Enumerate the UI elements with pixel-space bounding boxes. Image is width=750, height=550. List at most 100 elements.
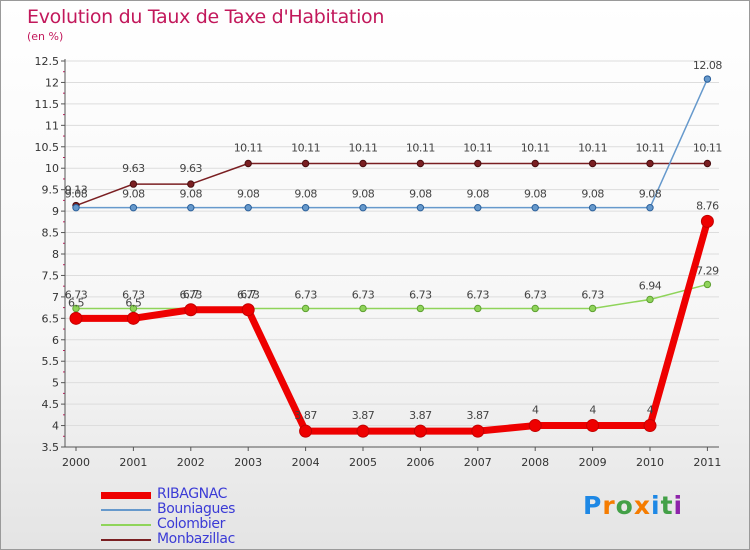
data-point xyxy=(184,303,198,317)
x-tick-label: 2002 xyxy=(177,456,205,469)
legend-label: RIBAGNAC xyxy=(157,486,228,502)
x-tick-label: 2008 xyxy=(521,456,549,469)
y-axis-unit: (en %) xyxy=(27,30,64,43)
data-label: 9.08 xyxy=(409,188,432,201)
data-point xyxy=(646,203,654,212)
data-point xyxy=(416,203,425,212)
data-label: 10.11 xyxy=(521,142,550,155)
data-label: 6.5 xyxy=(125,296,141,309)
data-point xyxy=(646,295,654,304)
data-label: 9.08 xyxy=(294,188,317,201)
legend-swatch xyxy=(101,524,151,526)
data-point xyxy=(531,203,539,212)
logo-letter: i xyxy=(651,491,661,520)
data-point xyxy=(413,424,427,438)
data-point xyxy=(416,159,425,168)
data-point xyxy=(244,159,252,168)
x-tick-label: 2009 xyxy=(579,456,607,469)
data-point xyxy=(474,159,482,168)
data-point xyxy=(359,159,367,168)
data-label: 6.94 xyxy=(639,279,662,292)
data-point xyxy=(241,303,255,317)
data-label: 6.73 xyxy=(409,288,432,301)
data-point xyxy=(359,203,367,212)
data-label: 9.08 xyxy=(65,188,88,201)
data-label: 6.73 xyxy=(524,288,547,301)
data-label: 10.11 xyxy=(636,142,665,155)
data-point xyxy=(474,304,482,313)
y-tick-label: 10 xyxy=(45,162,59,175)
data-label: 9.08 xyxy=(581,188,604,201)
data-label: 6.7 xyxy=(183,288,199,301)
y-tick-label: 12.5 xyxy=(35,55,60,68)
data-point xyxy=(531,159,539,168)
y-tick-label: 12 xyxy=(45,76,59,89)
series-lines xyxy=(69,75,714,438)
data-label: 6.7 xyxy=(240,288,256,301)
y-tick-label: 6.5 xyxy=(42,312,60,325)
logo-letter: o xyxy=(615,491,634,520)
legend-swatch xyxy=(101,509,151,511)
x-tick-label: 2010 xyxy=(636,456,664,469)
x-tick-label: 2005 xyxy=(349,456,377,469)
data-point xyxy=(416,304,425,313)
data-label: 6.73 xyxy=(65,288,88,301)
legend-label: Monbazillac xyxy=(157,531,235,547)
axes: 3.5 4 4.5 5 5.5 6 6.5 7 7.5 8 8.5 9 9.5 10 10.5 11 11.5 1… xyxy=(35,55,722,469)
series-line xyxy=(76,78,709,209)
data-point xyxy=(359,304,367,313)
data-point xyxy=(126,311,140,325)
data-label: 6.73 xyxy=(237,288,260,301)
data-label: 10.11 xyxy=(406,142,435,155)
data-label: 4 xyxy=(589,404,596,417)
x-tick-label: 2000 xyxy=(62,456,90,469)
y-tick-label: 7.5 xyxy=(42,269,60,282)
data-label: 10.11 xyxy=(578,142,607,155)
data-label: 6.73 xyxy=(352,288,375,301)
data-label: 9.08 xyxy=(237,188,260,201)
y-tick-label: 7 xyxy=(52,291,59,304)
x-tick-label: 2001 xyxy=(119,456,147,469)
data-label: 4 xyxy=(647,404,654,417)
data-label: 8.76 xyxy=(696,199,719,212)
y-tick-label: 4 xyxy=(52,420,59,433)
y-tick-label: 8 xyxy=(52,248,59,261)
data-point xyxy=(72,304,80,313)
data-label: 10.11 xyxy=(693,142,722,155)
data-label: 9.08 xyxy=(352,188,375,201)
data-point xyxy=(129,304,138,313)
data-point xyxy=(301,203,310,212)
y-tick-label: 9 xyxy=(52,205,59,218)
data-point xyxy=(301,159,310,168)
data-label: 10.11 xyxy=(291,142,320,155)
data-label: 12.08 xyxy=(693,59,722,72)
data-label: 9.08 xyxy=(180,188,203,201)
data-label: 3.87 xyxy=(409,409,432,422)
legend-swatch xyxy=(101,491,151,499)
data-label: 7.29 xyxy=(696,264,719,277)
legend-swatch xyxy=(101,539,151,541)
data-point xyxy=(187,203,195,212)
data-label: 10.11 xyxy=(463,142,492,155)
data-point xyxy=(586,419,600,433)
data-point xyxy=(129,180,138,188)
data-label: 6.73 xyxy=(180,288,203,301)
data-point xyxy=(646,159,654,168)
logo-letter: P xyxy=(583,491,603,520)
data-label: 6.73 xyxy=(294,288,317,301)
data-point xyxy=(588,159,597,168)
data-label: 3.87 xyxy=(294,409,317,422)
data-point xyxy=(244,203,252,212)
y-tick-label: 6 xyxy=(52,334,59,347)
y-tick-label: 10.5 xyxy=(35,141,60,154)
y-tick-label: 5.5 xyxy=(42,355,60,368)
y-tick-label: 3.5 xyxy=(42,441,60,454)
legend-label: Bouniagues xyxy=(157,501,236,517)
data-label: 4 xyxy=(532,404,539,417)
series-line xyxy=(75,162,708,207)
data-point xyxy=(531,304,539,313)
data-point xyxy=(187,180,195,188)
data-point xyxy=(471,424,485,438)
data-point xyxy=(69,311,83,325)
